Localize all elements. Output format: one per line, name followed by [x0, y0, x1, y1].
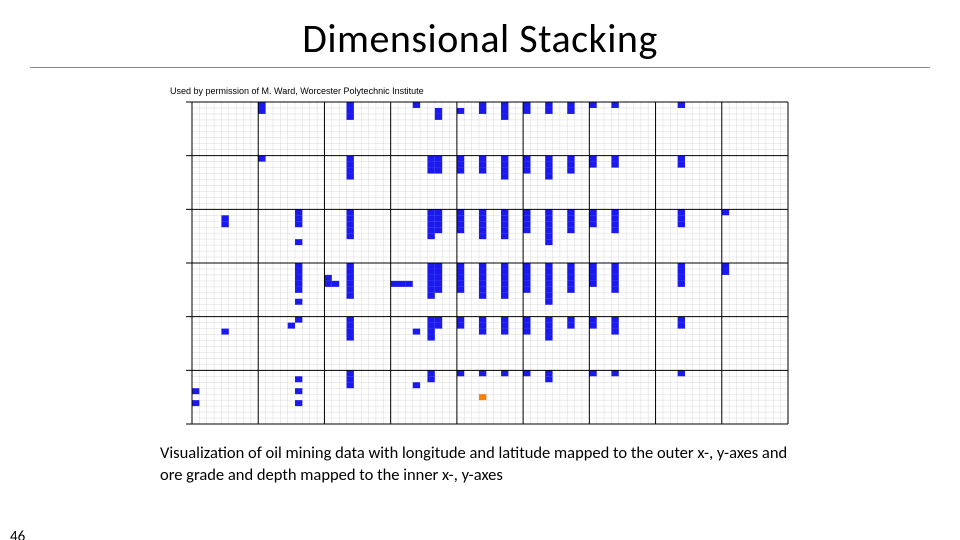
figure-caption: Visualization of oil mining data with lo…	[160, 442, 800, 487]
page-number: 46	[10, 528, 25, 540]
title-underline	[30, 67, 930, 68]
figure-container: Used by permission of M. Ward, Worcester…	[170, 86, 790, 428]
slide-title: Dimensional Stacking	[0, 14, 960, 63]
permission-note: Used by permission of M. Ward, Worcester…	[170, 86, 790, 96]
dimensional-stacking-chart	[170, 98, 790, 428]
